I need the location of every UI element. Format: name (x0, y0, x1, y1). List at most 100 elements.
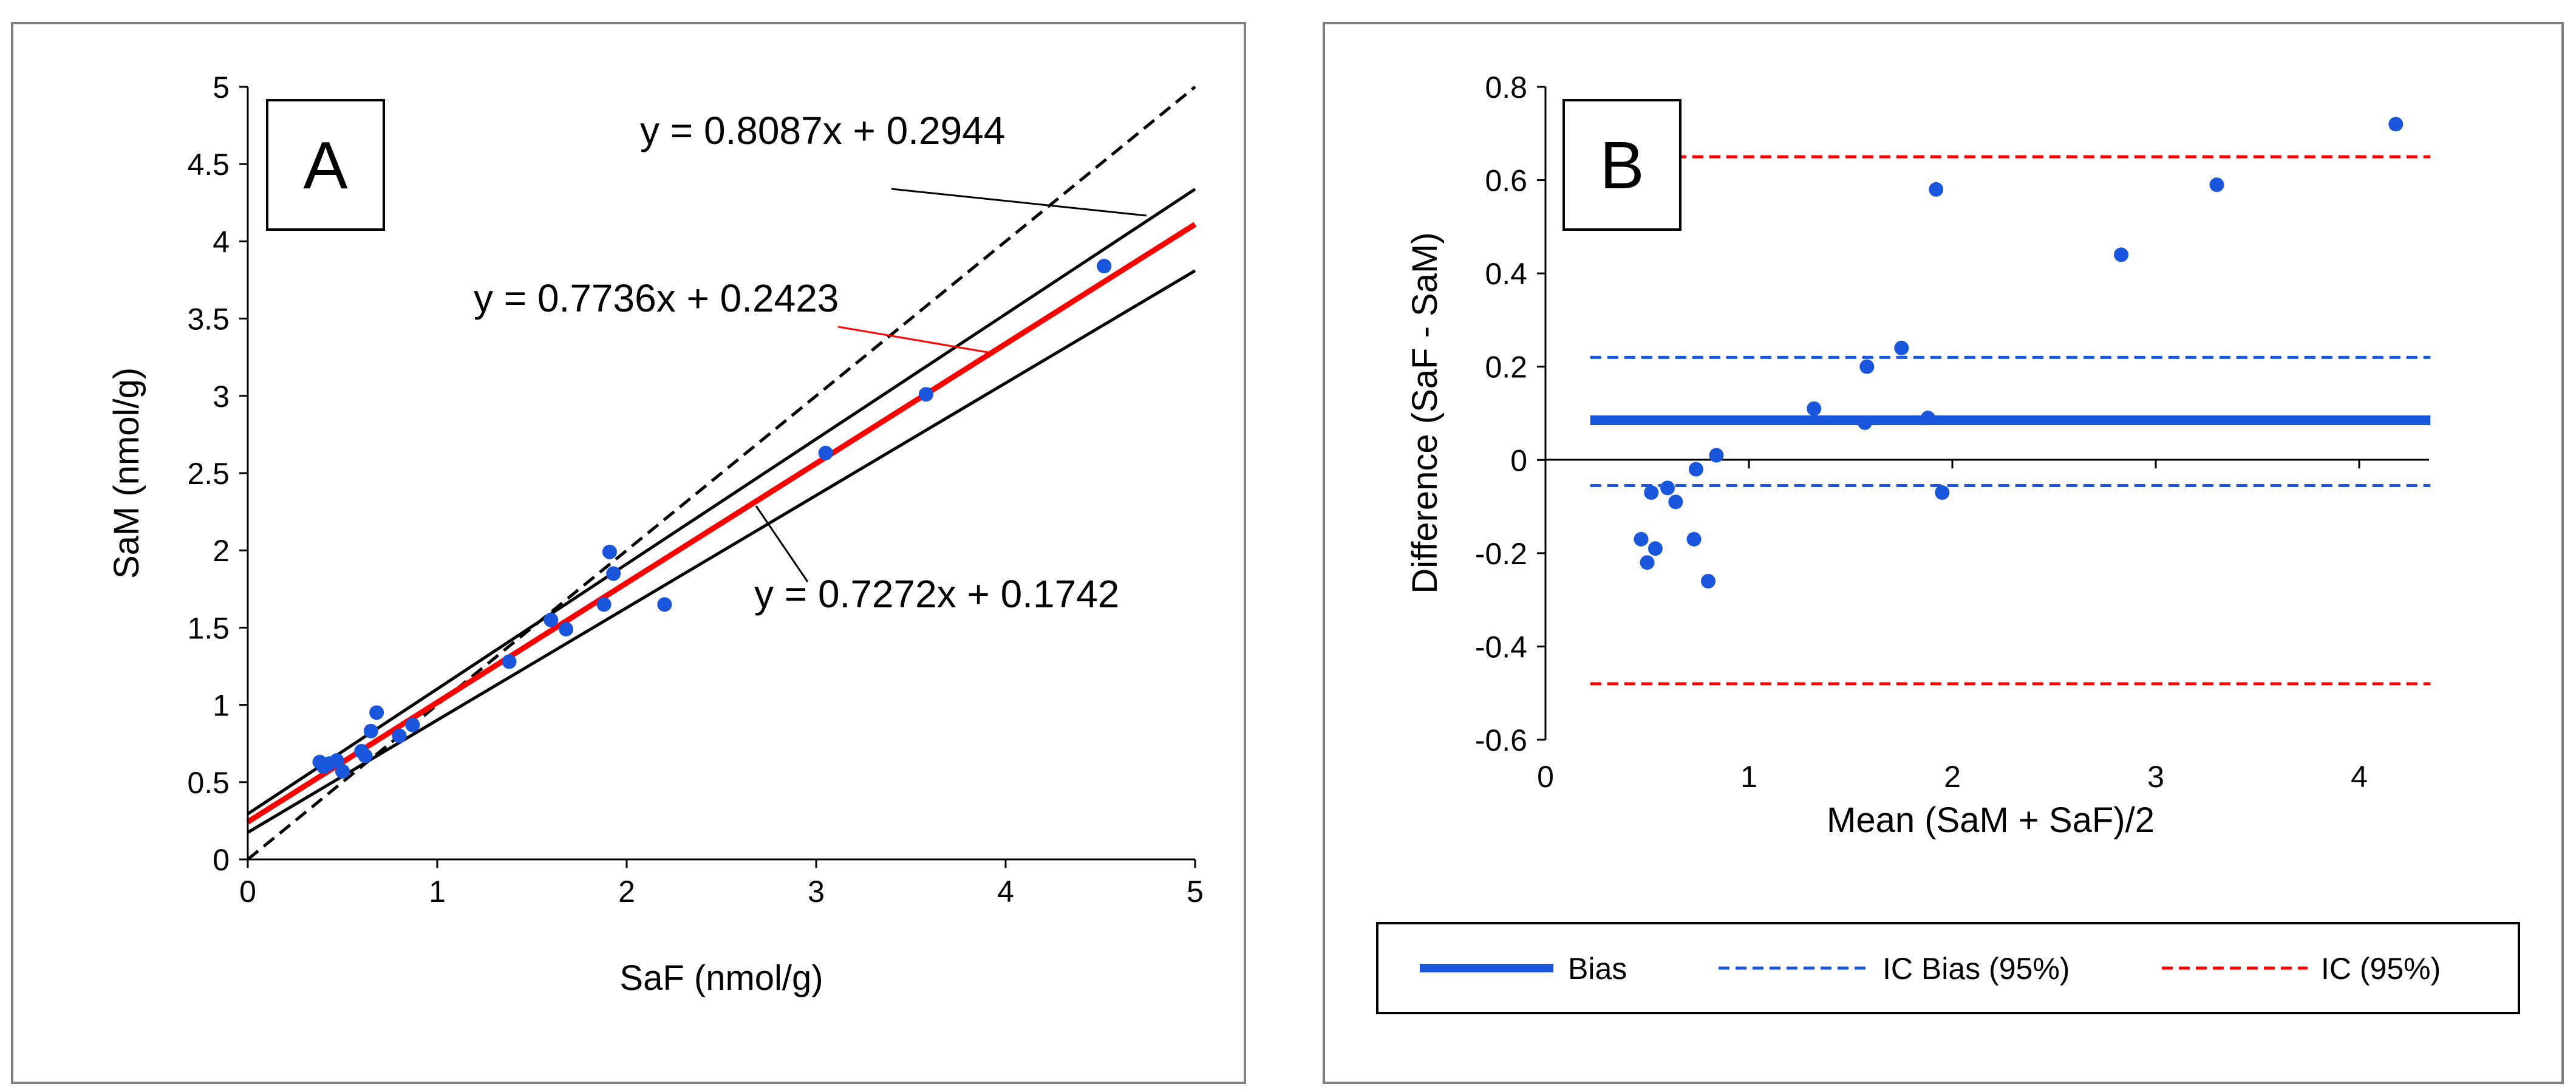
panel-b-data-point (1668, 494, 1683, 510)
legend-label-ic: IC (95%) (2321, 952, 2441, 986)
panel-b-data-point (1929, 182, 1944, 197)
panel-a-y-tick-label: 4.5 (187, 148, 230, 182)
panel-a-y-tick-label: 0 (213, 843, 230, 877)
panel-b-x-tick-label: 1 (1740, 760, 1757, 794)
panel-a-y-tick-label: 3.5 (187, 302, 230, 336)
panel-b-lines (1590, 155, 2431, 686)
legend-box (1376, 922, 2520, 1014)
panel-a-label-box (266, 99, 385, 231)
panel-b-data-point (1640, 555, 1655, 570)
panel-a-data-point (543, 612, 559, 627)
panel-b-y-axis-title: Difference (SaF - SaM) (1405, 232, 1445, 593)
panel-a-points (312, 259, 1112, 779)
panel-a-axes (247, 87, 1195, 861)
panel-a-data-point (358, 748, 373, 763)
panel-a-data-point (1097, 259, 1112, 274)
panel-a-line-fit (246, 222, 1197, 825)
legend: Bias IC Bias (95%) IC (95%) (1376, 922, 2520, 1014)
panel-b-y-tick-label: 0.2 (1485, 350, 1527, 384)
panel-a-y-axis-title: SaM (nmol/g) (107, 367, 146, 579)
panel-b-data-point (1644, 485, 1659, 500)
panel-a-y-tick-label: 5 (213, 70, 230, 104)
panel-b-x-tick-label: 4 (2351, 760, 2368, 794)
panel-a-x-axis-title: SaF (nmol/g) (619, 958, 823, 998)
panel-a-data-point (657, 597, 672, 612)
legend-label-ic-bias: IC Bias (95%) (1883, 952, 2070, 986)
panel-a: 0 1 2 3 4 5 0 0.5 1 1.5 2 2.5 3 3.5 4 4.5 5 y = 0.8087x … (11, 22, 1246, 1084)
equation-fit: y = 0.7736x + 0.2423 (474, 276, 839, 320)
panel-a-y-tick-label: 0.5 (187, 766, 230, 800)
annotation-leader-upper (891, 188, 1147, 217)
panel-a-x-tick-label: 2 (618, 875, 635, 909)
annotation-leader-fit (837, 326, 992, 354)
panel-b-y-tick-label: 0.8 (1485, 70, 1527, 104)
panel-b-data-point (1807, 401, 1822, 416)
panel-b-y-tick-label: -0.6 (1475, 723, 1527, 757)
equation-upper: y = 0.8087x + 0.2944 (640, 109, 1005, 152)
legend-label-bias: Bias (1568, 952, 1627, 986)
panel-a-data-point (596, 597, 612, 612)
panel-a-data-point (602, 544, 617, 559)
panel-a-line-identity (247, 86, 1196, 861)
panel-a-data-point (818, 445, 833, 460)
panel-a-data-point (918, 387, 933, 402)
panel-b-data-point (2114, 247, 2129, 262)
panel-b-data-point (2209, 177, 2224, 193)
panel-b-label-box (1562, 99, 1682, 231)
panel-a-ticks: 0 1 2 3 4 5 0 0.5 1 1.5 2 2.5 3 3.5 4 4.5 5 (187, 70, 1203, 909)
panel-a-x-tick-label: 3 (808, 875, 825, 909)
panel-a-x-tick-label: 0 (239, 875, 256, 909)
panel-b-x-tick-label: 2 (1944, 760, 1961, 794)
panel-b-x-axis-title: Mean (SaM + SaF)/2 (1827, 800, 2155, 840)
panel-b-data-point (1859, 359, 1875, 374)
panel-b-letter: B (1600, 128, 1644, 203)
panel-b-data-point (2388, 117, 2404, 132)
panel-a-line-upper (247, 188, 1196, 816)
panel-a-y-tick-label: 3 (213, 380, 230, 414)
panel-b-data-point (1686, 531, 1702, 547)
panel-a-x-tick-label: 5 (1187, 875, 1204, 909)
annotation-leader-lower (755, 505, 809, 582)
panel-a-y-tick-label: 4 (213, 225, 230, 259)
panel-a-letter: A (303, 128, 348, 203)
panel-b-data-point (1647, 541, 1663, 556)
panel-a-data-point (502, 654, 517, 669)
panel-a-data-point (559, 621, 574, 636)
panel-b-y-tick-label: -0.4 (1475, 630, 1527, 664)
panel-a-annotations: y = 0.8087x + 0.2944 y = 0.7736x + 0.242… (474, 109, 1147, 616)
panel-b-axes (1544, 87, 2429, 740)
panel-a-y-tick-label: 1 (213, 689, 230, 723)
panel-a-x-tick-label: 1 (429, 875, 446, 909)
panel-a-data-point (392, 728, 407, 743)
panel-a-data-point (405, 717, 420, 732)
panel-b-ticks: 0 1 2 3 4 -0.6 -0.4 -0.2 0 0.2 0.4 0.6 0.8 (1475, 70, 2368, 794)
panel-b-data-point (1688, 462, 1703, 477)
panel-a-data-point (335, 763, 350, 779)
panel-b-data-point (1660, 480, 1675, 496)
panel-b-data-point (1634, 531, 1649, 547)
panel-a-y-tick-label: 2 (213, 534, 230, 568)
panel-a-x-tick-label: 4 (997, 875, 1014, 909)
panel-b-points (1634, 117, 2404, 589)
panel-a-y-tick-label: 2.5 (187, 457, 230, 491)
panel-b-y-tick-label: -0.2 (1475, 537, 1527, 571)
panel-a-data-point (329, 753, 344, 768)
panel-b-data-point (1701, 573, 1716, 589)
equation-lower: y = 0.7272x + 0.1742 (754, 572, 1119, 616)
panel-a-y-tick-label: 1.5 (187, 611, 230, 645)
panel-a-data-point (369, 705, 384, 720)
panel-b-x-tick-label: 3 (2147, 760, 2164, 794)
panel-b-data-point (1935, 485, 1950, 500)
panel-a-data-point (606, 566, 621, 581)
panel-b-data-point (1857, 415, 1872, 430)
panel-b: 0 1 2 3 4 -0.6 -0.4 -0.2 0 0.2 0.4 0.6 0.8 B Mean (S… (1323, 22, 2564, 1084)
panel-a-frame (11, 22, 1246, 1084)
panel-b-x-tick-label: 0 (1537, 760, 1554, 794)
panel-b-data-point (1920, 411, 1935, 426)
panel-b-data-point (1894, 341, 1909, 355)
panel-b-y-tick-label: 0 (1510, 443, 1527, 477)
panel-a-data-point (363, 723, 378, 739)
panel-a-lines (246, 86, 1197, 861)
panel-b-data-point (1709, 448, 1724, 463)
